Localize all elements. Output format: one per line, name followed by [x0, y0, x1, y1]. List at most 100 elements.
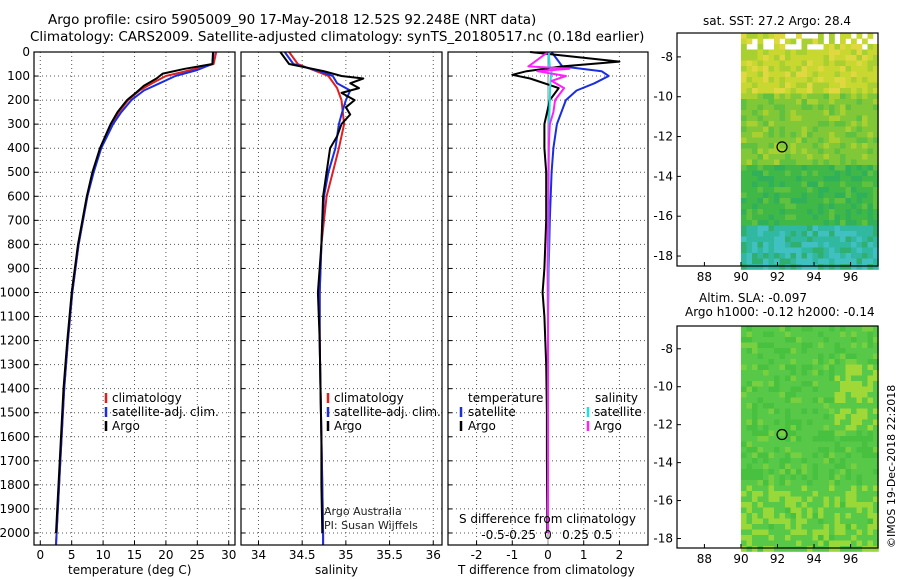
map-cell: [845, 474, 852, 481]
map-cell: [768, 71, 775, 78]
map-cell: [862, 132, 868, 138]
map-cell: [818, 33, 824, 39]
map-cell: [845, 337, 852, 343]
map-cell: [785, 359, 791, 365]
credit-line-1: Argo Australia: [324, 505, 402, 518]
map-cell: [834, 82, 841, 89]
map-cell: [790, 176, 797, 182]
map-cell: [790, 264, 797, 270]
map-cell: [796, 403, 802, 409]
map-cell: [790, 540, 797, 547]
map-cell: [801, 38, 808, 45]
map-cell: [785, 38, 791, 45]
map-x-tick-label: 88: [697, 552, 712, 566]
map-cell: [851, 71, 857, 78]
map-cell: [801, 236, 808, 243]
map-cell: [796, 364, 802, 371]
map-cell: [862, 187, 868, 193]
map-cell: [818, 359, 824, 365]
map-cell: [796, 458, 802, 464]
map-cell: [757, 370, 764, 376]
map-cell: [752, 403, 758, 409]
map-cell: [785, 480, 791, 486]
map-cell: [746, 331, 753, 338]
map-cell: [845, 181, 852, 188]
map-cell: [768, 192, 775, 199]
map-cell: [763, 452, 769, 459]
map-cell: [856, 469, 863, 475]
map-cell: [768, 496, 775, 503]
map-cell: [818, 540, 824, 547]
map-cell: [741, 214, 747, 221]
map-cell: [785, 170, 791, 177]
map-cell: [774, 546, 780, 552]
map-cell: [757, 485, 764, 492]
map-cell: [796, 247, 802, 254]
map-cell: [774, 535, 780, 541]
map-cell: [851, 452, 857, 459]
map-cell: [829, 507, 835, 514]
map-cell: [763, 502, 769, 508]
map-cell: [746, 375, 753, 382]
map-cell: [823, 524, 830, 530]
map-cell: [757, 143, 764, 149]
map-cell: [867, 441, 874, 448]
map-cell: [834, 535, 841, 541]
map-cell: [741, 502, 747, 508]
map-cell: [845, 137, 852, 144]
map-cell: [873, 441, 879, 448]
map-cell: [741, 242, 747, 248]
map-cell: [845, 496, 852, 503]
map-cell: [785, 342, 791, 349]
map-cell: [757, 198, 764, 204]
map-cell: [829, 535, 835, 541]
map-cell: [752, 441, 758, 448]
map-cell: [867, 524, 874, 530]
map-cell: [741, 348, 747, 354]
map-cell: [785, 436, 791, 442]
map-cell: [779, 88, 786, 94]
map-cell: [812, 88, 819, 94]
map-cell: [801, 496, 808, 503]
s-tick-label: 0.25: [562, 528, 589, 542]
map-cell: [840, 60, 846, 67]
map-cell: [768, 392, 775, 398]
map-cell: [862, 170, 868, 177]
map-cell: [840, 33, 846, 39]
map-cell: [851, 209, 857, 215]
map-cell: [796, 77, 802, 83]
map-cell: [757, 326, 764, 332]
map-cell: [823, 181, 830, 188]
map-cell: [862, 507, 868, 514]
map-cell: [862, 546, 868, 552]
map-cell: [807, 148, 813, 155]
map-cell: [873, 447, 879, 453]
map-cell: [856, 353, 863, 360]
map-cell: [823, 132, 830, 138]
map-cell: [790, 370, 797, 376]
x-tick-label: 34.5: [289, 548, 316, 562]
map-cell: [851, 474, 857, 481]
map-cell: [856, 77, 863, 83]
map-cell: [867, 170, 874, 177]
map-cell: [840, 253, 846, 259]
map-cell: [746, 220, 753, 226]
map-cell: [834, 513, 841, 519]
map-cell: [779, 170, 786, 177]
map-cell: [862, 60, 868, 67]
map-cell: [867, 392, 874, 398]
map-cell: [757, 264, 764, 270]
map-cell: [862, 370, 868, 376]
map-cell: [845, 364, 852, 371]
map-cell: [823, 392, 830, 398]
map-cell: [768, 337, 775, 343]
map-cell: [774, 419, 780, 426]
map-cell: [790, 513, 797, 519]
map-cell: [796, 342, 802, 349]
map-cell: [818, 198, 824, 204]
map-cell: [834, 331, 841, 338]
map-cell: [746, 143, 753, 149]
map-cell: [834, 364, 841, 371]
map-cell: [867, 132, 874, 138]
map-cell: [812, 463, 819, 470]
